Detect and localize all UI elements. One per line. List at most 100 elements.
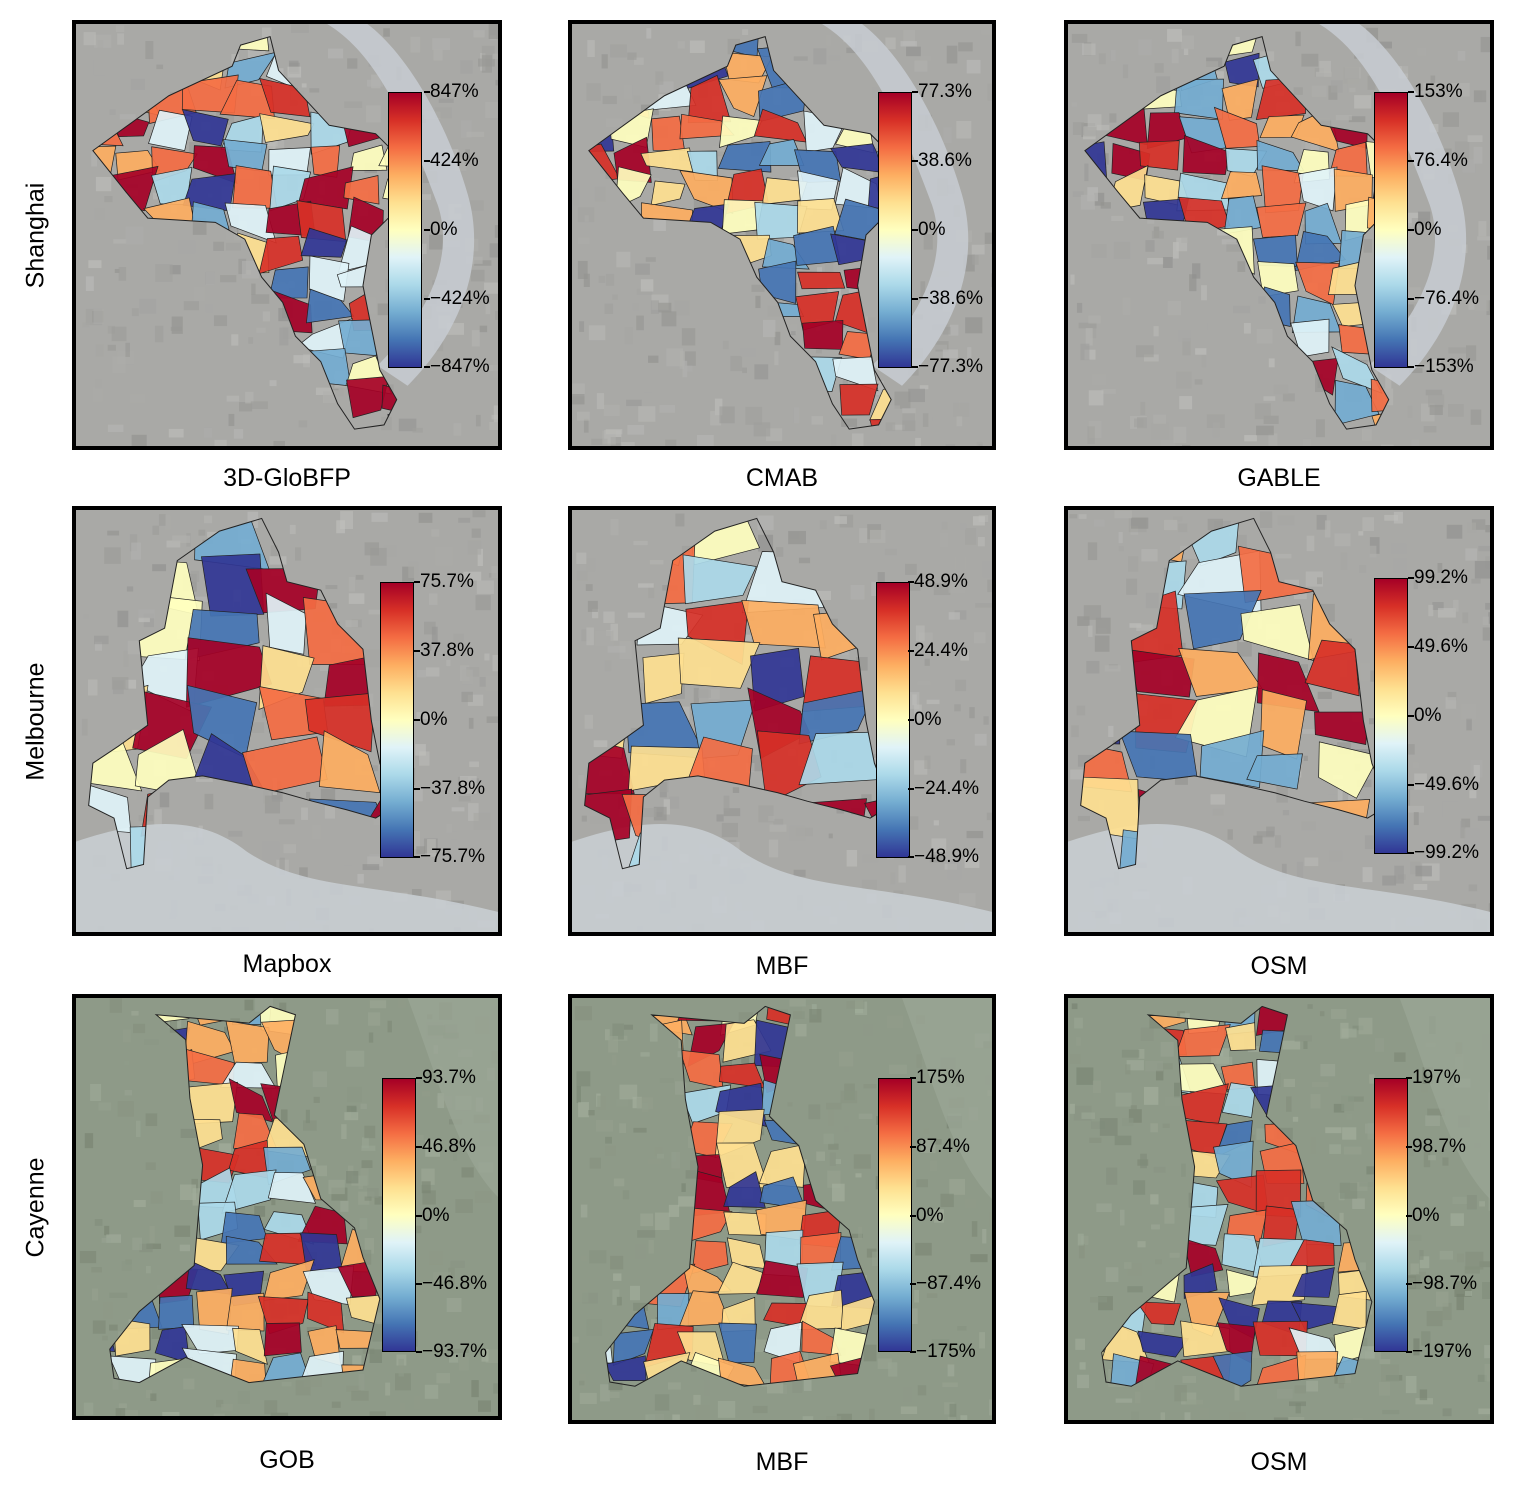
panel-caption: CMAB bbox=[745, 464, 819, 492]
district-cell bbox=[716, 1261, 765, 1295]
district-cell bbox=[304, 692, 376, 753]
tick-label: 0% bbox=[1407, 705, 1442, 726]
district-cell bbox=[148, 109, 193, 151]
district-cell bbox=[226, 1292, 265, 1332]
colorbar bbox=[878, 92, 912, 368]
district-cell bbox=[1182, 135, 1230, 175]
district-cell bbox=[797, 271, 846, 290]
map-canvas bbox=[76, 24, 498, 446]
map-canvas bbox=[572, 24, 992, 446]
district-cell bbox=[1304, 639, 1360, 697]
district-cell bbox=[1220, 171, 1263, 200]
tick-label: 0% bbox=[909, 1205, 944, 1226]
map-canvas bbox=[1068, 24, 1490, 446]
tick-label: −87.4% bbox=[910, 1273, 981, 1294]
tick-label: −424% bbox=[424, 288, 490, 309]
colorbar bbox=[1374, 578, 1408, 854]
panel-caption: MBF bbox=[755, 952, 809, 980]
district-cell bbox=[265, 592, 307, 655]
colorbar bbox=[388, 92, 422, 368]
tick-label: 37.8% bbox=[414, 640, 474, 661]
tick-label: 75.7% bbox=[414, 571, 474, 592]
district-cell bbox=[1289, 1239, 1335, 1268]
district-cell bbox=[718, 75, 768, 118]
district-cell bbox=[1183, 1263, 1218, 1299]
tick-label: −75.7% bbox=[414, 846, 485, 867]
tick-label: 0% bbox=[911, 219, 946, 240]
district-cell bbox=[1226, 1269, 1262, 1298]
map-canvas bbox=[1068, 510, 1490, 932]
district-cell bbox=[349, 144, 388, 172]
district-cell bbox=[1318, 741, 1380, 799]
estuary bbox=[1399, 998, 1490, 1199]
tick-label: 38.6% bbox=[912, 150, 972, 171]
region-outline bbox=[88, 517, 398, 870]
tick-label: −77.3% bbox=[912, 356, 983, 377]
district-cell bbox=[650, 180, 686, 206]
estuary bbox=[407, 998, 498, 1198]
colorbar bbox=[1374, 92, 1408, 368]
district-cell bbox=[1225, 1022, 1257, 1051]
district-cell bbox=[723, 1171, 766, 1208]
panel-caption: MBF bbox=[755, 1448, 809, 1476]
colorbar bbox=[380, 582, 414, 858]
tick-label: −93.7% bbox=[416, 1341, 487, 1362]
district-cell bbox=[756, 1260, 809, 1298]
district-cell bbox=[1221, 78, 1259, 121]
tick-label: 175% bbox=[910, 1067, 965, 1088]
map-panel-melbourne-mapbox[interactable] bbox=[72, 506, 502, 936]
district-cell bbox=[258, 235, 304, 275]
map-canvas bbox=[1068, 998, 1490, 1420]
district-cell bbox=[1138, 140, 1180, 171]
panel-caption: Mapbox bbox=[242, 950, 332, 978]
tick-label: 197% bbox=[1406, 1067, 1461, 1088]
map-panel-cayenne-osm[interactable] bbox=[1064, 994, 1494, 1424]
tick-label: 0% bbox=[1405, 1205, 1440, 1226]
district-cell bbox=[232, 1327, 268, 1365]
district-cell bbox=[1221, 1082, 1256, 1118]
district-cell bbox=[225, 1020, 270, 1064]
district-cell bbox=[691, 1240, 729, 1275]
district-cell bbox=[612, 1328, 655, 1366]
map-canvas bbox=[76, 998, 498, 1416]
row-label-cayenne: Cayenne bbox=[21, 1156, 50, 1258]
district-cell bbox=[1183, 590, 1262, 650]
map-panel-cayenne-gob[interactable] bbox=[72, 994, 502, 1420]
district-cell bbox=[1224, 52, 1260, 88]
tick-label: 76.4% bbox=[1408, 150, 1468, 171]
tick-label: 87.4% bbox=[910, 1136, 970, 1157]
district-cell bbox=[839, 383, 879, 416]
map-panel-shanghai-3dglobfp[interactable] bbox=[72, 20, 502, 450]
tick-label: −98.7% bbox=[1406, 1273, 1477, 1294]
district-cell bbox=[109, 1327, 116, 1352]
district-cell bbox=[221, 1169, 277, 1214]
district-cell bbox=[1298, 166, 1338, 212]
map-canvas bbox=[572, 510, 992, 932]
district-cell bbox=[1199, 730, 1265, 789]
tick-label: 46.8% bbox=[416, 1136, 476, 1157]
colorbar bbox=[876, 582, 910, 858]
map-panel-melbourne-osm[interactable] bbox=[1064, 506, 1494, 936]
bay bbox=[1068, 823, 1490, 932]
tick-label: 98.7% bbox=[1406, 1136, 1466, 1157]
panel-caption: OSM bbox=[1250, 1448, 1308, 1476]
tick-label: 49.6% bbox=[1408, 636, 1468, 657]
panel-caption: GABLE bbox=[1237, 464, 1321, 492]
district-cell bbox=[682, 554, 757, 605]
map-canvas bbox=[76, 510, 498, 932]
map-canvas bbox=[572, 998, 992, 1420]
region-outline bbox=[1080, 517, 1390, 870]
region-outline bbox=[605, 1005, 875, 1387]
bay bbox=[572, 823, 992, 932]
map-panel-melbourne-mbf[interactable] bbox=[568, 506, 996, 936]
map-panel-cayenne-mbf[interactable] bbox=[568, 994, 996, 1424]
region-outline bbox=[1101, 1005, 1373, 1387]
map-panel-shanghai-gable[interactable] bbox=[1064, 20, 1494, 450]
district-cell bbox=[1314, 711, 1369, 745]
map-panel-shanghai-cmab[interactable] bbox=[568, 20, 996, 450]
tick-label: −153% bbox=[1408, 356, 1474, 377]
region-outline bbox=[588, 36, 909, 430]
tick-label: −76.4% bbox=[1408, 288, 1479, 309]
district-cell bbox=[343, 175, 380, 205]
tick-label: 99.2% bbox=[1408, 567, 1468, 588]
